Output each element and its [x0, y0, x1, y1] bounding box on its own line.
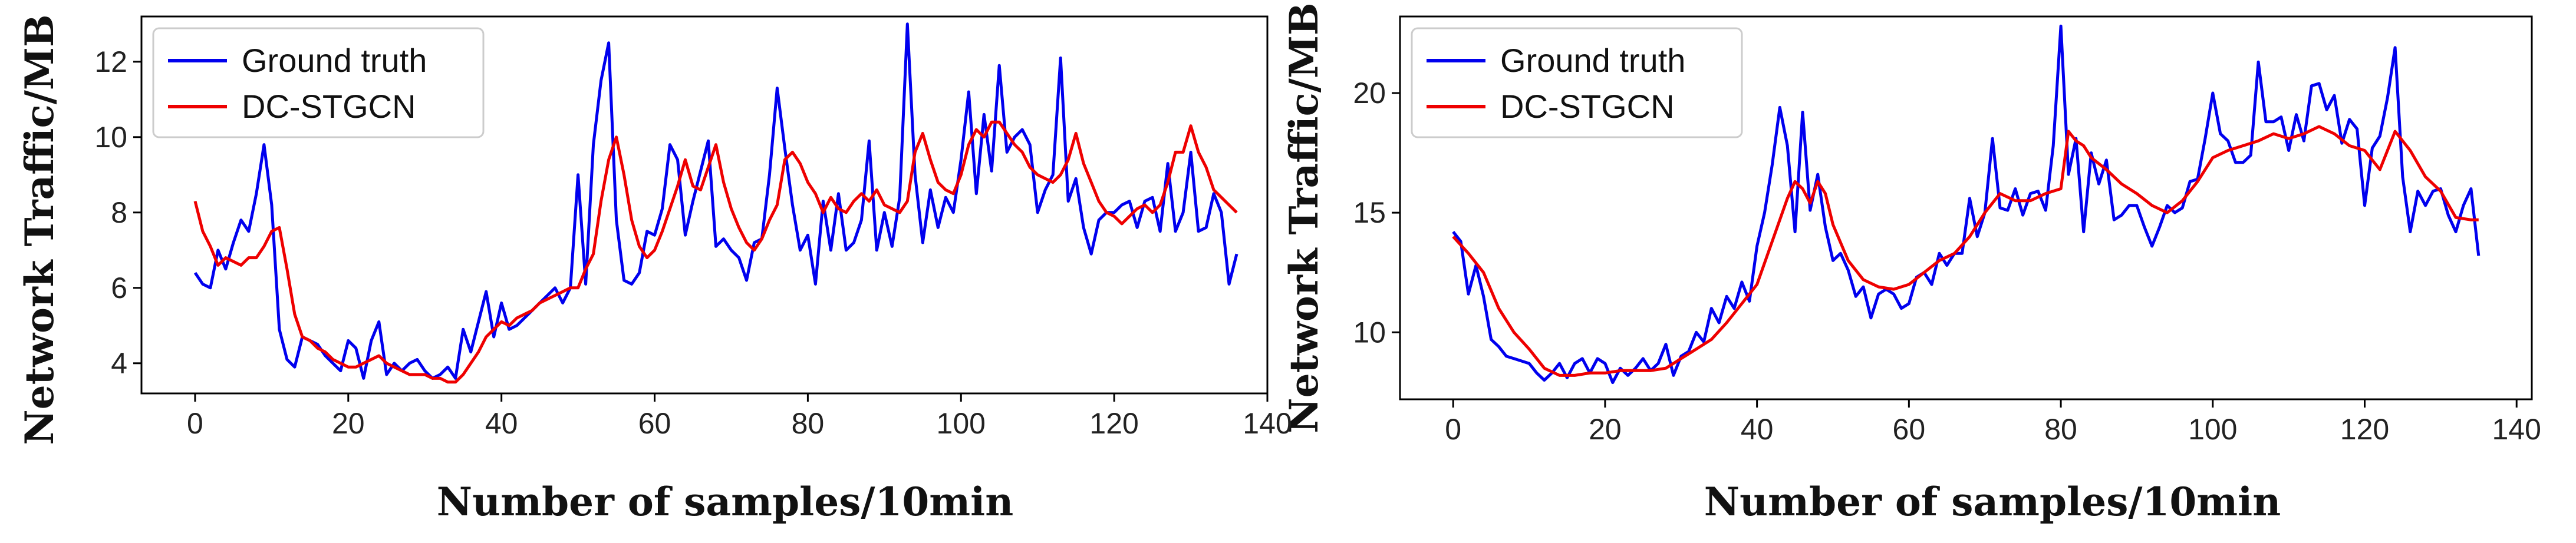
x-tick-label: 20: [332, 407, 365, 440]
x-tick-label: 40: [485, 407, 518, 440]
plot-left: 0 20 40 60 80 100 120 140 4 6 8 10 12 Ground truth DC-…: [94, 15, 1292, 440]
x-tick-label: 140: [1243, 407, 1292, 440]
y-axis-label-right: Network Traffic/MB: [1281, 2, 1327, 433]
x-tick-label: 0: [1445, 413, 1461, 446]
series-line-dc-stgcn: [1452, 125, 2479, 377]
x-axis-label-right: Number of samples/10min: [1704, 479, 2281, 525]
y-axis-label-left: Network Traffic/MB: [17, 14, 62, 445]
x-tick-label: 140: [2492, 413, 2541, 446]
y-tick-label: 10: [1353, 316, 1386, 349]
legend-label: Ground truth: [242, 42, 427, 79]
y-tick-label: 8: [111, 196, 127, 229]
x-tick-label: 60: [1893, 413, 1926, 446]
y-tick-label: 10: [94, 121, 127, 154]
legend: Ground truth DC-STGCN: [1411, 27, 1743, 138]
x-axis-label-left: Number of samples/10min: [437, 479, 1013, 525]
y-tick-label: 12: [94, 45, 127, 78]
x-tick-label: 20: [1589, 413, 1622, 446]
legend-label: Ground truth: [1500, 42, 1685, 79]
plot-frame: [1399, 15, 2533, 400]
series-group: [1452, 24, 2481, 385]
x-tick-label: 100: [2188, 413, 2237, 446]
x-tick-label: 120: [1089, 407, 1138, 440]
legend-box: [152, 27, 485, 138]
series-line-ground-truth: [193, 22, 1238, 380]
series-line-dc-stgcn: [193, 120, 1238, 384]
y-tick-label: 20: [1353, 77, 1386, 110]
plot-frame: [140, 15, 1269, 395]
x-tick-label: 80: [792, 407, 825, 440]
x-tick-label: 100: [937, 407, 986, 440]
legend-box: [1411, 27, 1743, 138]
y-tick-label: 15: [1353, 196, 1386, 229]
x-tick-label: 120: [2340, 413, 2389, 446]
chart-left: Network Traffic/MB Number of samples/10m…: [17, 14, 1013, 525]
chart-right: Network Traffic/MB Number of samples/10m…: [1281, 2, 2281, 525]
legend-label: DC-STGCN: [1500, 88, 1675, 125]
y-tick-label: 4: [111, 347, 127, 380]
x-tick-label: 0: [187, 407, 203, 440]
y-tick-label: 6: [111, 272, 127, 304]
x-tick-label: 40: [1741, 413, 1774, 446]
x-tick-label: 60: [638, 407, 671, 440]
legend-label: DC-STGCN: [242, 88, 416, 125]
legend: Ground truth DC-STGCN: [152, 27, 485, 138]
series-group: [193, 22, 1238, 384]
plot-right: 0 20 40 60 80 100 120 140 10 15 20 Ground truth DC-S…: [1353, 15, 2541, 446]
x-tick-label: 80: [2044, 413, 2077, 446]
